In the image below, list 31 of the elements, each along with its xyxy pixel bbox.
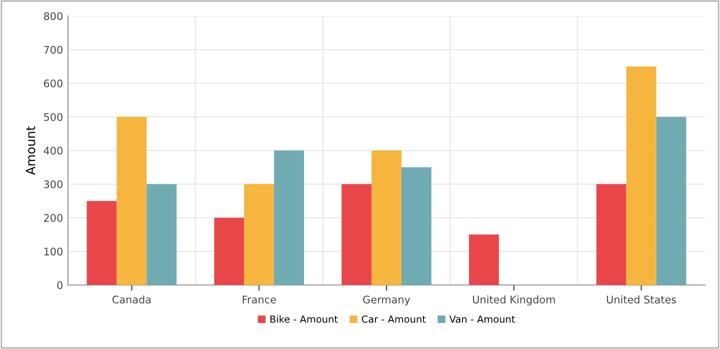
y-tick-label: 400	[44, 146, 62, 155]
bar	[626, 66, 656, 285]
y-tick-label: 100	[44, 248, 62, 256]
x-tick-label: United States	[606, 295, 676, 304]
y-tick-label: 700	[44, 46, 62, 54]
bar	[656, 116, 686, 285]
bar	[342, 184, 372, 285]
bar	[596, 184, 626, 285]
x-tick-label: Canada	[112, 295, 151, 304]
bar	[401, 167, 432, 285]
y-tick-label: 600	[44, 79, 62, 88]
bar	[146, 184, 177, 285]
bar	[116, 116, 147, 285]
bar	[244, 184, 274, 285]
y-tick-label: 300	[44, 180, 62, 188]
legend-label: Car - Amount	[362, 315, 426, 323]
y-tick-label: 0	[57, 281, 62, 290]
x-tick-label: United Kingdom	[473, 295, 555, 306]
y-tick-label: 500	[44, 113, 62, 121]
legend-label: Van - Amount	[449, 316, 515, 323]
y-tick-label: 800	[44, 12, 62, 20]
x-tick-label: France	[242, 296, 276, 304]
bar	[468, 234, 499, 285]
y-axis-title: Amount	[26, 126, 36, 175]
legend-label: Bike - Amount	[270, 315, 338, 323]
x-tick-label: Germany	[363, 296, 410, 306]
bar	[274, 150, 304, 285]
bar	[86, 200, 117, 285]
y-tick-label: 200	[44, 214, 62, 222]
bar	[372, 150, 402, 285]
bar	[214, 218, 244, 285]
